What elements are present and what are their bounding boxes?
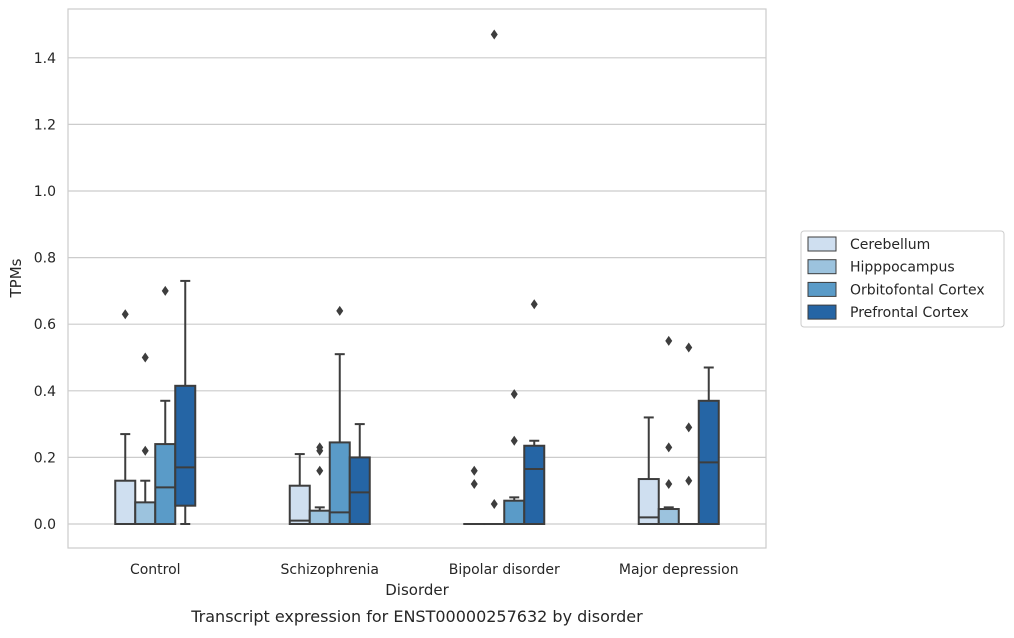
legend-label: Prefrontal Cortex <box>850 305 969 321</box>
box-orbitofontal-cortex <box>679 343 699 525</box>
box-orbitofontal-cortex <box>155 286 175 524</box>
outlier-point <box>336 306 343 316</box>
box-orbitofontal-cortex <box>330 306 350 524</box>
outlier-point <box>665 479 672 489</box>
x-axis-title: Disorder <box>385 581 449 599</box>
y-axis-ticks: 0.0 0.2 0.4 0.6 0.8 1.0 1.2 1.4 <box>34 51 56 533</box>
outlier-point <box>511 436 518 446</box>
box-hipppocampus <box>484 29 504 524</box>
x-tick-label: Bipolar disorder <box>449 562 560 578</box>
chart-caption: Transcript expression for ENST0000025763… <box>190 607 643 626</box>
box-body <box>155 444 175 524</box>
box-prefrontal-cortex <box>175 281 195 524</box>
x-axis-ticks: Control Schizophrenia Bipolar disorder Majo… <box>130 562 739 578</box>
outlier-point <box>471 479 478 489</box>
x-tick-label: Major depression <box>619 562 739 578</box>
outlier-point <box>491 499 498 509</box>
box-cerebellum <box>464 466 484 524</box>
outlier-point <box>531 299 538 309</box>
box-hipppocampus <box>310 442 330 524</box>
outlier-point <box>162 286 169 296</box>
outlier-point <box>471 466 478 476</box>
box-prefrontal-cortex <box>350 424 370 524</box>
legend-swatch <box>808 282 836 296</box>
y-tick-label: 0.6 <box>34 317 56 333</box>
x-tick-label: Schizophrenia <box>281 562 379 578</box>
legend-label: Hipppocampus <box>850 260 955 276</box>
box-hipppocampus <box>659 336 679 524</box>
outlier-point <box>316 466 323 476</box>
outlier-point <box>685 422 692 432</box>
legend-label: Cerebellum <box>850 237 930 253</box>
outlier-point <box>122 309 129 319</box>
legend: Cerebellum Hipppocampus Orbitofontal Corte… <box>801 231 1004 327</box>
legend-swatch <box>808 305 836 319</box>
outlier-point <box>665 442 672 452</box>
box-series <box>115 29 719 524</box>
box-body <box>504 501 524 524</box>
box-cerebellum <box>639 417 659 524</box>
outlier-point <box>685 343 692 353</box>
legend-swatch <box>808 260 836 274</box>
box-prefrontal-cortex <box>524 299 544 524</box>
box-body <box>350 457 370 524</box>
box-body <box>175 386 195 506</box>
box-hipppocampus <box>135 353 155 525</box>
box-body <box>524 446 544 524</box>
box-body <box>115 481 135 524</box>
box-cerebellum <box>115 309 135 524</box>
box-orbitofontal-cortex <box>504 389 524 524</box>
y-tick-label: 0.2 <box>34 450 56 466</box>
outlier-point <box>491 29 498 39</box>
y-axis-title: TPMs <box>7 258 25 298</box>
y-tick-label: 0.4 <box>34 384 56 400</box>
y-tick-label: 1.4 <box>34 51 56 67</box>
legend-swatch <box>808 237 836 251</box>
outlier-point <box>665 336 672 346</box>
box-cerebellum <box>290 454 310 524</box>
outlier-point <box>142 446 149 456</box>
y-tick-label: 0.0 <box>34 517 56 533</box>
box-body <box>310 511 330 524</box>
y-tick-label: 0.8 <box>34 251 56 267</box>
x-tick-label: Control <box>130 562 181 578</box>
outlier-point <box>685 476 692 486</box>
box-body <box>135 502 155 524</box>
y-tick-label: 1.0 <box>34 184 56 200</box>
outlier-point <box>142 353 149 363</box>
y-tick-label: 1.2 <box>34 117 56 133</box>
box-body <box>659 509 679 524</box>
box-body <box>290 486 310 524</box>
legend-label: Orbitofontal Cortex <box>850 282 985 298</box>
